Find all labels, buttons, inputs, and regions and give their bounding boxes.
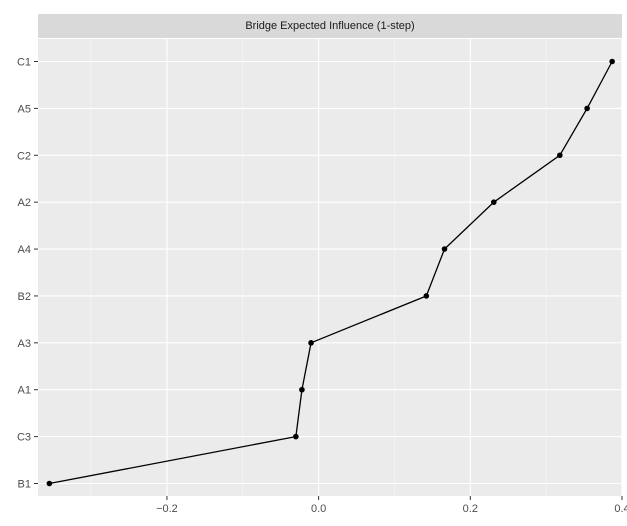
x-tick-label: 0.0: [311, 503, 326, 515]
data-point-b2: [423, 293, 430, 299]
facet-strip: [38, 14, 622, 38]
y-tick-label: C1: [17, 57, 31, 69]
y-tick-label: C2: [17, 150, 31, 162]
plot-panel: [38, 39, 622, 496]
gridlines: [38, 39, 623, 496]
data-point-c3: [293, 433, 299, 440]
data-point-a3: [308, 340, 314, 346]
y-tick-label: B1: [18, 479, 31, 491]
data-point-a2: [491, 199, 497, 205]
data-point-a4: [441, 246, 448, 252]
data-point-c1: [609, 58, 615, 65]
series-line: [49, 61, 613, 485]
y-tick-label: A4: [18, 244, 31, 256]
y-tick-label: A2: [18, 197, 31, 209]
data-points: [46, 58, 615, 487]
data-point-c2: [557, 152, 563, 159]
y-tick-label: A3: [18, 338, 31, 350]
x-tick-label: 0.2: [463, 503, 478, 515]
data-point-b1: [46, 480, 53, 487]
y-tick-label: B2: [18, 291, 31, 303]
x-axis: −0.2 0.0 0.2 0.4: [156, 496, 627, 515]
data-point-a1: [299, 386, 305, 393]
x-tick-label: −0.2: [156, 503, 178, 515]
x-tick-label: 0.4: [614, 503, 627, 515]
y-tick-label: A1: [18, 385, 31, 397]
y-axis: B1 C3 A1 A3 B2 A4 A2 C2 A5 C1: [17, 57, 38, 491]
data-point-a5: [584, 105, 590, 112]
chart-title: Bridge Expected Influence (1-step): [245, 20, 414, 32]
y-tick-label: A5: [18, 103, 31, 115]
y-tick-label: C3: [17, 432, 31, 444]
